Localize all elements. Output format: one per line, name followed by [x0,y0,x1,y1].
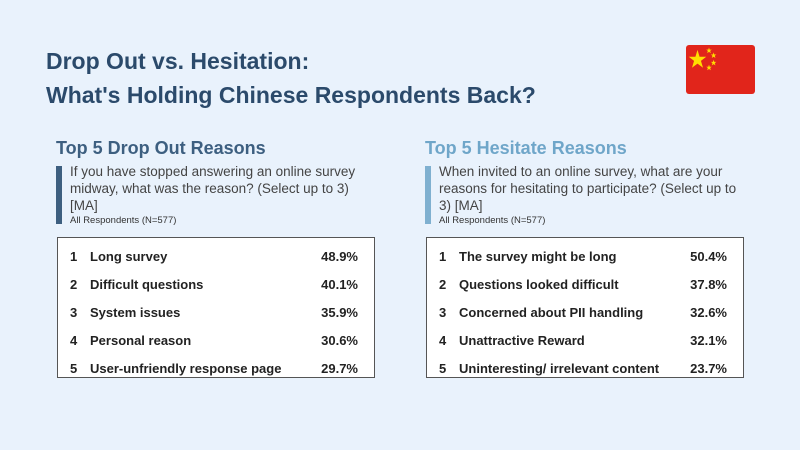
table-row: 1 The survey might be long 50.4% [427,242,743,270]
row-label: Long survey [90,248,168,264]
row-rank: 5 [70,360,78,376]
row-label: User-unfriendly response page [90,360,282,376]
row-rank: 3 [439,304,447,320]
row-value: 32.6% [690,304,727,320]
row-value: 40.1% [321,276,358,292]
table-row: 5 User-unfriendly response page 29.7% [58,354,374,382]
row-rank: 2 [439,276,447,292]
table-row: 1 Long survey 48.9% [58,242,374,270]
hesitate-accent-bar [425,166,431,224]
page-title-line2: What's Holding Chinese Respondents Back? [46,82,536,108]
row-value: 30.6% [321,332,358,348]
dropout-table: 1 Long survey 48.9% 2 Difficult question… [57,237,375,378]
row-value: 37.8% [690,276,727,292]
row-value: 29.7% [321,360,358,376]
table-row: 4 Unattractive Reward 32.1% [427,326,743,354]
hesitate-panel-title: Top 5 Hesitate Reasons [425,138,627,158]
row-label: Difficult questions [90,276,204,292]
hesitate-question: When invited to an online survey, what a… [439,164,737,213]
row-label: Personal reason [90,332,192,348]
row-label: System issues [90,304,181,320]
dropout-base: All Respondents (N=577) [70,215,177,226]
row-rank: 4 [439,332,447,348]
dropout-accent-bar [56,166,62,224]
hesitate-question-block: When invited to an online survey, what a… [425,163,755,226]
row-value: 48.9% [321,248,358,264]
dropout-panel: Top 5 Drop Out Reasons If you have stopp… [56,137,386,226]
table-row: 3 Concerned about PII handling 32.6% [427,298,743,326]
row-rank: 4 [70,332,78,348]
row-rank: 1 [70,248,78,264]
row-label: The survey might be long [459,248,617,264]
page-title: Drop Out vs. Hesitation: What's Holding … [46,44,536,112]
row-rank: 2 [70,276,78,292]
hesitate-panel: Top 5 Hesitate Reasons When invited to a… [425,137,755,226]
row-label: Concerned about PII handling [459,304,644,320]
row-rank: 1 [439,248,447,264]
row-label: Uninteresting/ irrelevant content [459,360,660,376]
row-value: 23.7% [690,360,727,376]
row-value: 32.1% [690,332,727,348]
page-title-line1: Drop Out vs. Hesitation: [46,48,310,74]
table-row: 3 System issues 35.9% [58,298,374,326]
hesitate-table: 1 The survey might be long 50.4% 2 Quest… [426,237,744,378]
table-row: 2 Difficult questions 40.1% [58,270,374,298]
row-label: Unattractive Reward [459,332,585,348]
row-value: 50.4% [690,248,727,264]
row-value: 35.9% [321,304,358,320]
row-label: Questions looked difficult [459,276,619,292]
row-rank: 5 [439,360,447,376]
dropout-question: If you have stopped answering an online … [70,164,356,213]
dropout-panel-title: Top 5 Drop Out Reasons [56,138,266,158]
row-rank: 3 [70,304,78,320]
hesitate-base: All Respondents (N=577) [439,215,546,226]
china-flag-icon [686,45,755,94]
table-row: 4 Personal reason 30.6% [58,326,374,354]
dropout-question-block: If you have stopped answering an online … [56,163,386,226]
table-row: 2 Questions looked difficult 37.8% [427,270,743,298]
table-row: 5 Uninteresting/ irrelevant content 23.7… [427,354,743,382]
